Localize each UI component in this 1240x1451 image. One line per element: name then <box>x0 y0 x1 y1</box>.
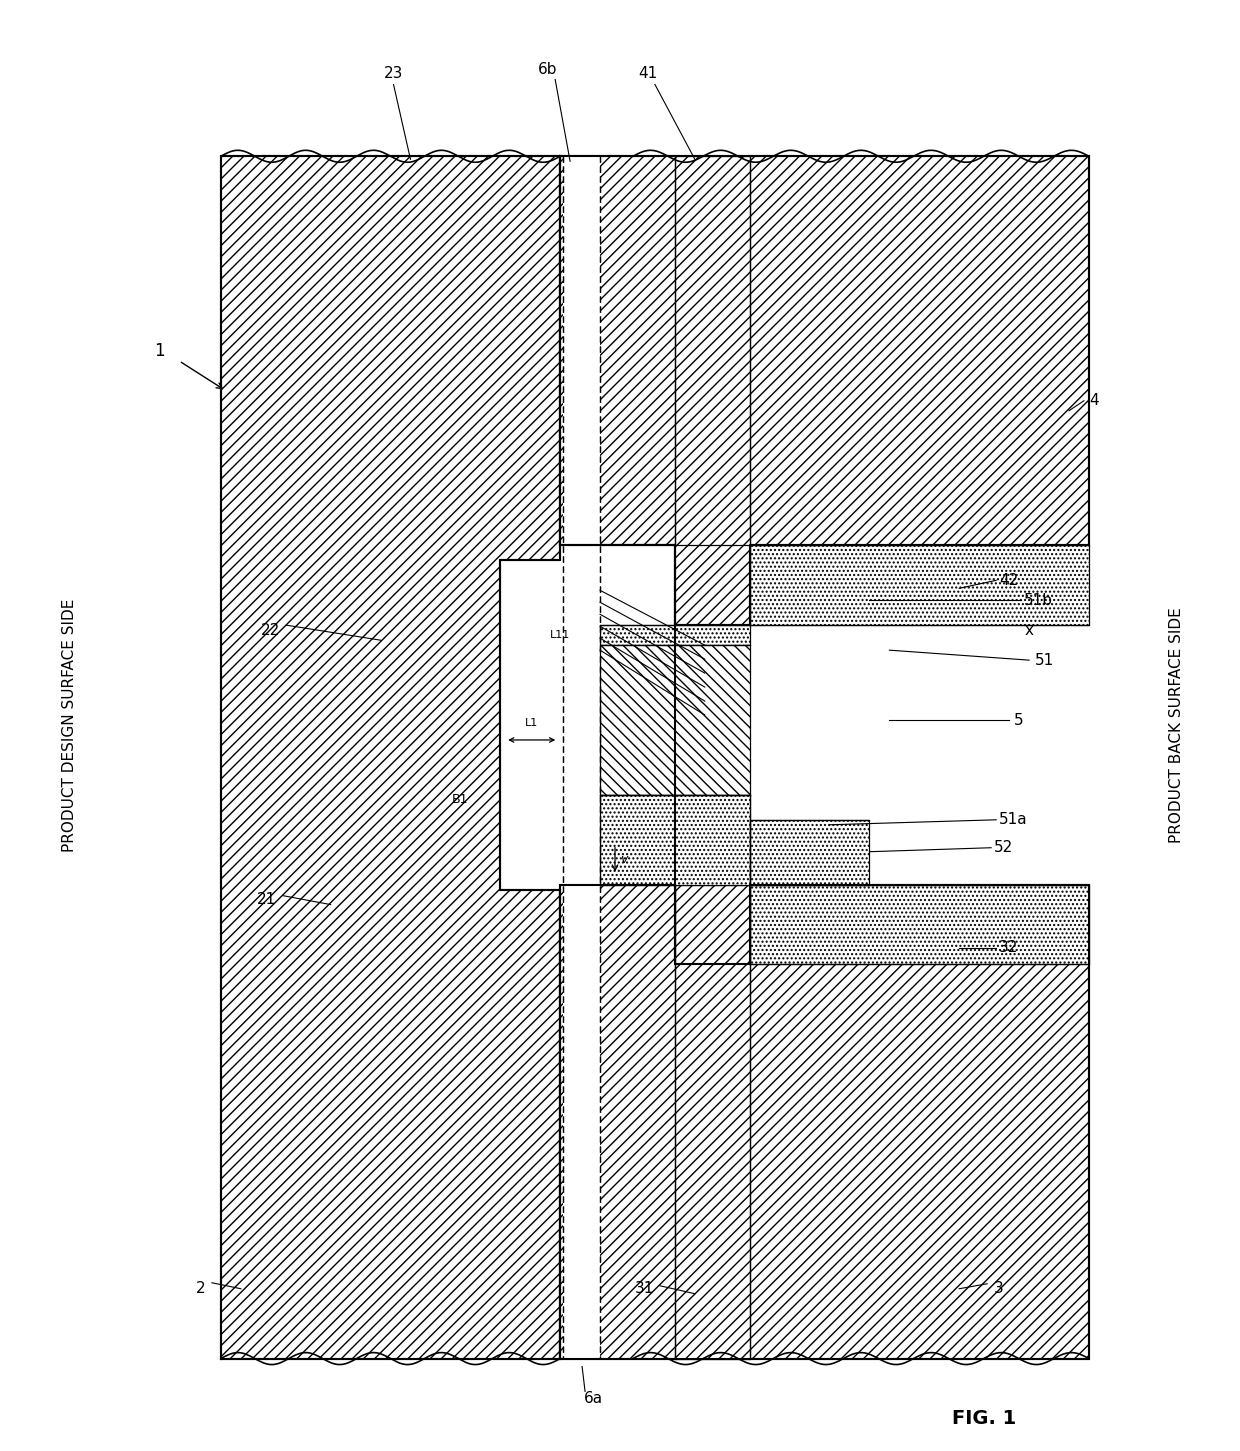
Polygon shape <box>560 885 1089 1358</box>
Text: B1: B1 <box>453 794 469 807</box>
Text: 6b: 6b <box>537 62 557 77</box>
Text: 51b: 51b <box>1024 593 1053 608</box>
Polygon shape <box>750 820 869 885</box>
Text: 3: 3 <box>994 1281 1004 1296</box>
Polygon shape <box>675 157 750 546</box>
Text: L1: L1 <box>525 718 538 728</box>
Polygon shape <box>675 885 750 1358</box>
Text: v: v <box>620 853 627 866</box>
Text: 23: 23 <box>384 65 403 81</box>
Polygon shape <box>600 795 750 885</box>
Text: 31: 31 <box>635 1281 655 1296</box>
Text: 51: 51 <box>1034 653 1054 667</box>
Text: 51a: 51a <box>999 813 1028 827</box>
Polygon shape <box>563 157 600 1358</box>
Text: 32: 32 <box>999 940 1018 955</box>
Text: 52: 52 <box>994 840 1013 855</box>
Polygon shape <box>750 546 1089 625</box>
Polygon shape <box>750 885 1089 965</box>
Polygon shape <box>560 157 1089 625</box>
Polygon shape <box>600 625 750 646</box>
Text: FIG. 1: FIG. 1 <box>952 1409 1017 1428</box>
Polygon shape <box>600 646 750 795</box>
Text: 5: 5 <box>1014 712 1024 727</box>
Text: 22: 22 <box>262 622 280 637</box>
Text: PRODUCT BACK SURFACE SIDE: PRODUCT BACK SURFACE SIDE <box>1169 607 1184 843</box>
Text: PRODUCT DESIGN SURFACE SIDE: PRODUCT DESIGN SURFACE SIDE <box>62 598 77 852</box>
Text: 41: 41 <box>639 65 657 81</box>
Text: 6a: 6a <box>584 1392 603 1406</box>
Text: 2: 2 <box>196 1281 206 1296</box>
Text: 1: 1 <box>154 342 165 360</box>
Text: L11: L11 <box>551 630 570 640</box>
Text: x: x <box>1024 622 1034 637</box>
Text: 21: 21 <box>257 892 277 907</box>
Polygon shape <box>221 157 560 1358</box>
Text: 42: 42 <box>999 573 1018 588</box>
Text: 4: 4 <box>1089 393 1099 408</box>
